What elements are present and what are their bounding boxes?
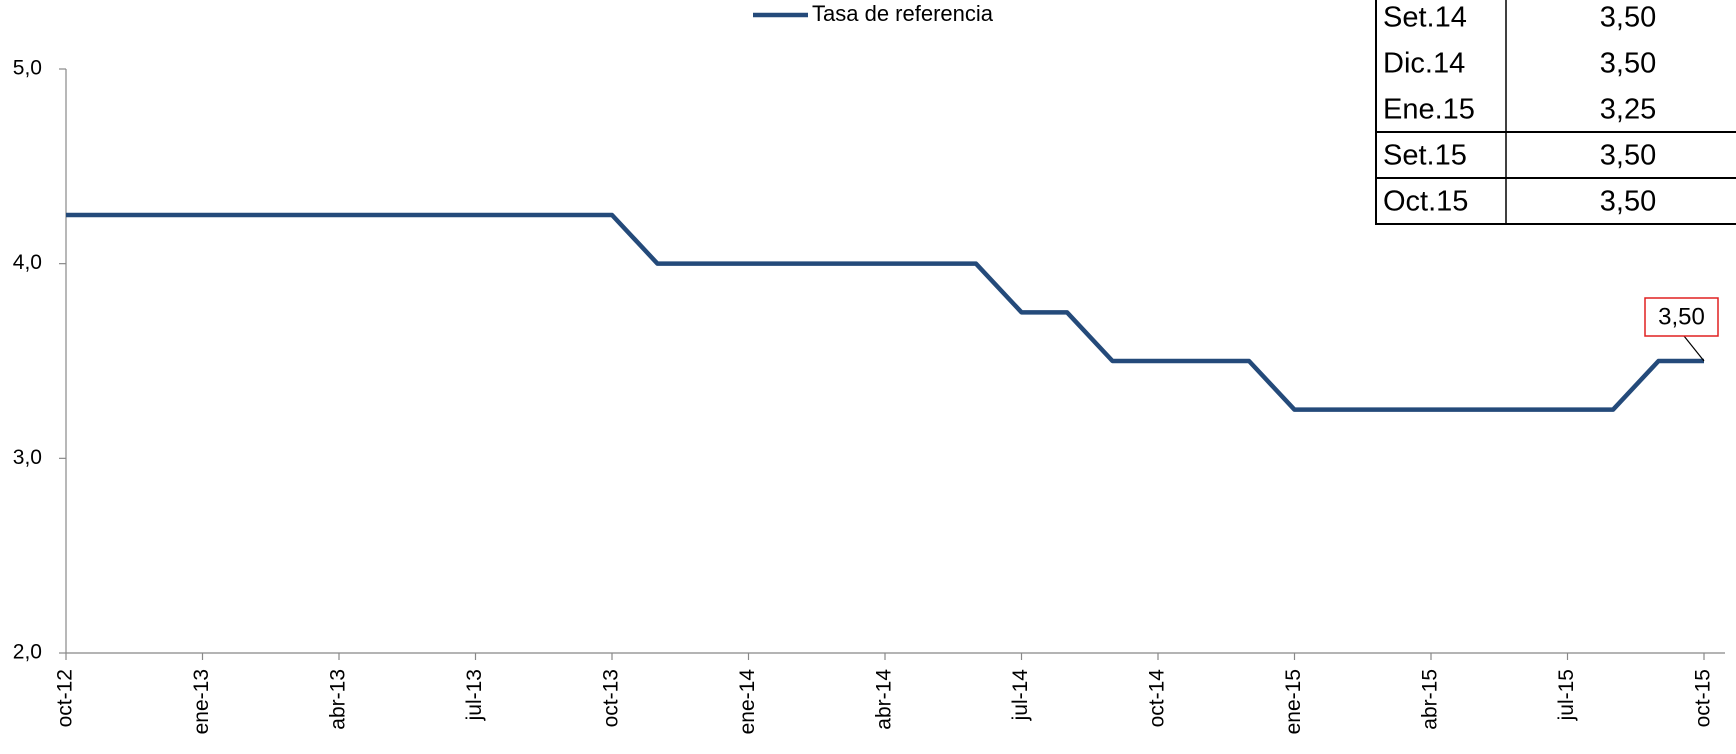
y-tick-label: 4,0 — [13, 251, 42, 274]
table-cell: Oct.15 — [1383, 186, 1468, 218]
x-tick-label: abr-15 — [1419, 669, 1442, 730]
x-tick-label: abr-14 — [873, 669, 896, 730]
table-cell: 3,50 — [1600, 48, 1656, 80]
x-tick-label: abr-13 — [327, 669, 350, 730]
annotation-label: 3,50 — [1658, 303, 1705, 330]
table-cell: Set.15 — [1383, 140, 1467, 172]
table-cell: 3,25 — [1600, 94, 1656, 126]
y-tick-label: 2,0 — [13, 641, 42, 664]
table-cell: Dic.14 — [1383, 48, 1465, 80]
y-tick-label: 5,0 — [13, 57, 42, 80]
x-tick-label: jul-13 — [463, 669, 486, 721]
table-cell: 3,50 — [1600, 2, 1656, 34]
annotation-box — [1644, 297, 1719, 337]
y-tick-label: 3,0 — [13, 446, 42, 469]
table-cell: Set.14 — [1383, 2, 1467, 34]
table-cell: Ene.15 — [1383, 94, 1475, 126]
x-tick-label: oct-14 — [1146, 669, 1169, 728]
x-tick-label: jul-14 — [1009, 669, 1032, 722]
table-cell: 3,50 — [1600, 140, 1656, 172]
line-series — [66, 212, 1704, 412]
x-tick-label: oct-15 — [1692, 669, 1715, 727]
table-frame — [1375, 0, 1736, 225]
x-tick-label: jul-15 — [1555, 669, 1578, 721]
legend-label: Tasa de referencia — [812, 1, 994, 26]
x-tick-label: ene-15 — [1282, 669, 1305, 734]
x-tick-label: oct-12 — [54, 669, 77, 727]
x-tick-label: oct-13 — [600, 669, 623, 727]
annotation-leader — [1683, 335, 1705, 362]
table-cell: 3,50 — [1600, 186, 1656, 218]
x-tick-label: ene-13 — [190, 669, 213, 734]
x-tick-label: ene-14 — [736, 669, 759, 735]
